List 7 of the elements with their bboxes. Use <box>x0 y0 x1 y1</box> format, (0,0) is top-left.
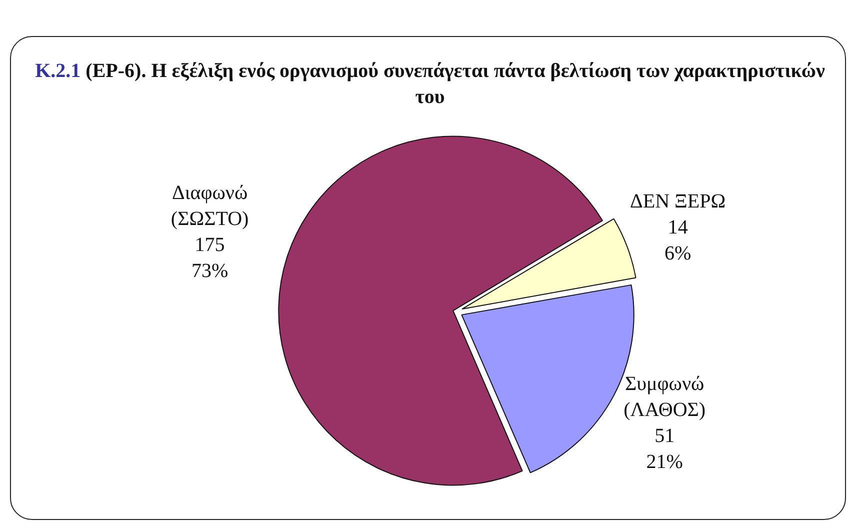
slice-label: ΔΕΝ ΞΕΡΩ <box>630 190 726 213</box>
data-label: 51 21% <box>646 425 683 474</box>
data-label: 14 6% <box>664 216 692 265</box>
chart-title: Κ.2.1 (ΕΡ-6). Η εξέλιξη ενός οργανισμού συνεπάγεται πάντα βελτίωση των χαρακτηριστικών του <box>34 59 826 110</box>
data-label: 175 73% <box>191 234 228 282</box>
slice-label: Διαφωνώ (ΣΩΣΤΟ) <box>170 182 249 230</box>
slice-label: Συμφωνώ (ΛΑΘΟΣ) <box>624 373 706 422</box>
